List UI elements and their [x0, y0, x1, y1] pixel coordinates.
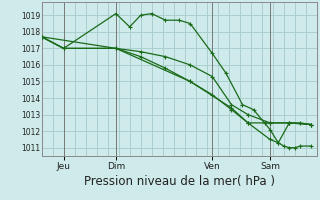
X-axis label: Pression niveau de la mer( hPa ): Pression niveau de la mer( hPa ): [84, 175, 275, 188]
